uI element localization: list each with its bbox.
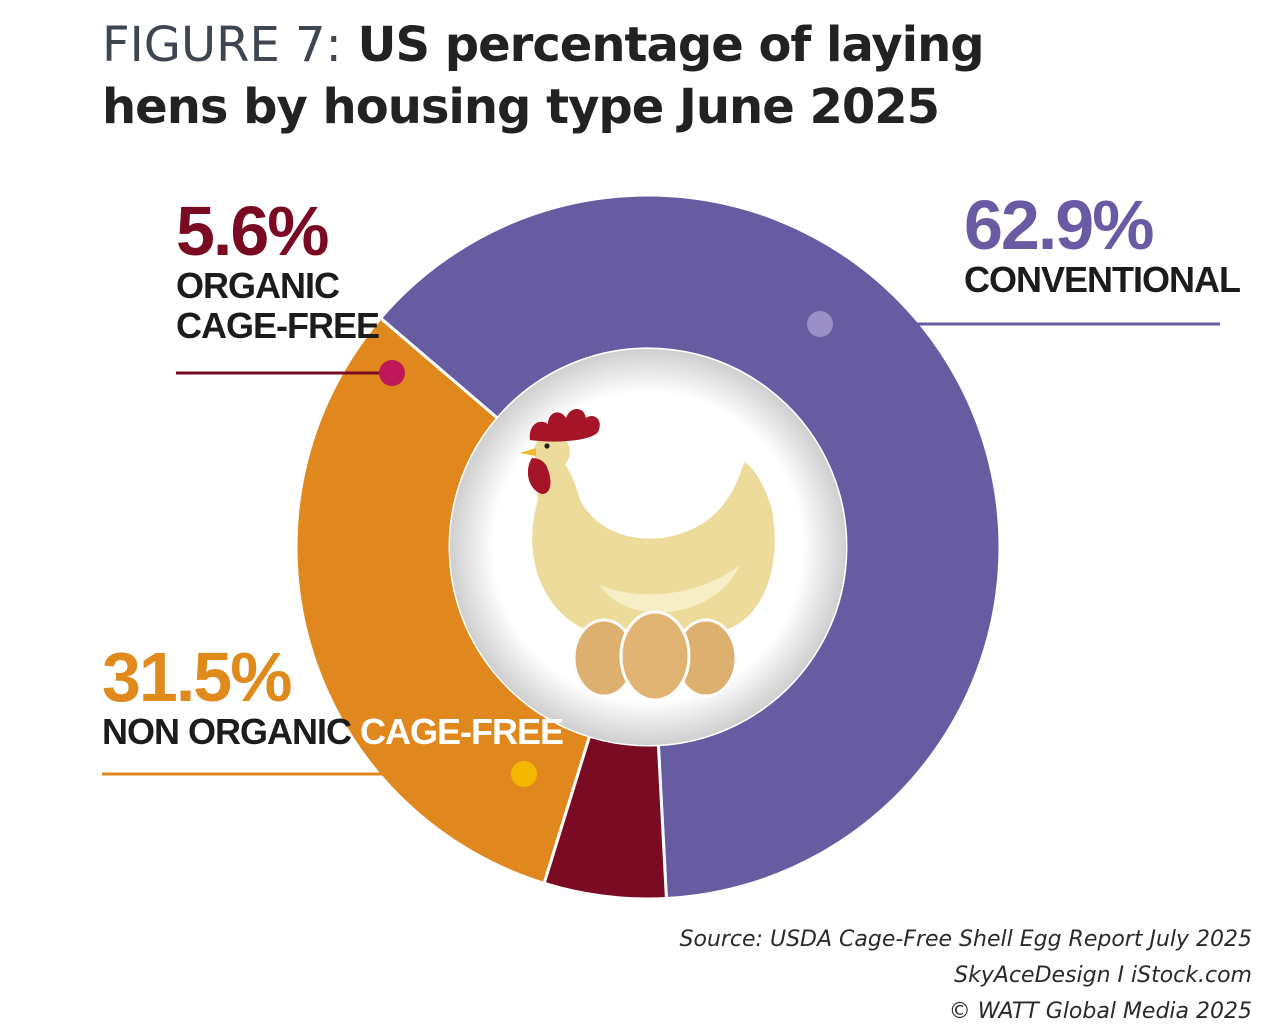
- callout-conventional: 62.9% CONVENTIONAL: [964, 186, 1241, 300]
- nonorganic-category-label: NON ORGANIC CAGE-FREE: [102, 711, 564, 752]
- hen-on-eggs-icon: [520, 409, 775, 702]
- copyright-note: © WATT Global Media 2025: [948, 999, 1252, 1024]
- conventional-leader-dot: [807, 311, 833, 337]
- organic-category-line1: ORGANIC: [176, 265, 340, 306]
- organic-leader-dot: [379, 360, 405, 386]
- conventional-value-label: 62.9%: [964, 186, 1154, 264]
- chart-title: FIGURE 7: US percentage of laying hens b…: [102, 14, 1102, 138]
- chart-title-text: US percentage of laying hens by housing …: [102, 17, 985, 135]
- image-credit: SkyAceDesign I iStock.com: [954, 963, 1252, 988]
- nonorganic-label-part-b: CAGE-FREE: [360, 711, 564, 752]
- nonorganic-leader-dot: [511, 761, 537, 787]
- figure-number: FIGURE 7:: [102, 17, 342, 73]
- nonorganic-value-label: 31.5%: [102, 638, 292, 716]
- organic-category-line2: CAGE-FREE: [176, 305, 380, 346]
- source-note: Source: USDA Cage-Free Shell Egg Report …: [679, 927, 1252, 952]
- donut-slices: [294, 193, 1002, 901]
- credits-block: Source: USDA Cage-Free Shell Egg Report …: [680, 922, 1252, 1030]
- conventional-category-label: CONVENTIONAL: [964, 259, 1241, 300]
- callout-organic-cage-free: 5.6% ORGANIC CAGE-FREE: [176, 192, 380, 346]
- organic-value-label: 5.6%: [176, 192, 330, 270]
- leader-lines: [102, 311, 1220, 787]
- nonorganic-label-part-a: NON ORGANIC: [102, 711, 360, 752]
- callout-non-organic-cage-free: 31.5% NON ORGANIC CAGE-FREE: [102, 638, 564, 752]
